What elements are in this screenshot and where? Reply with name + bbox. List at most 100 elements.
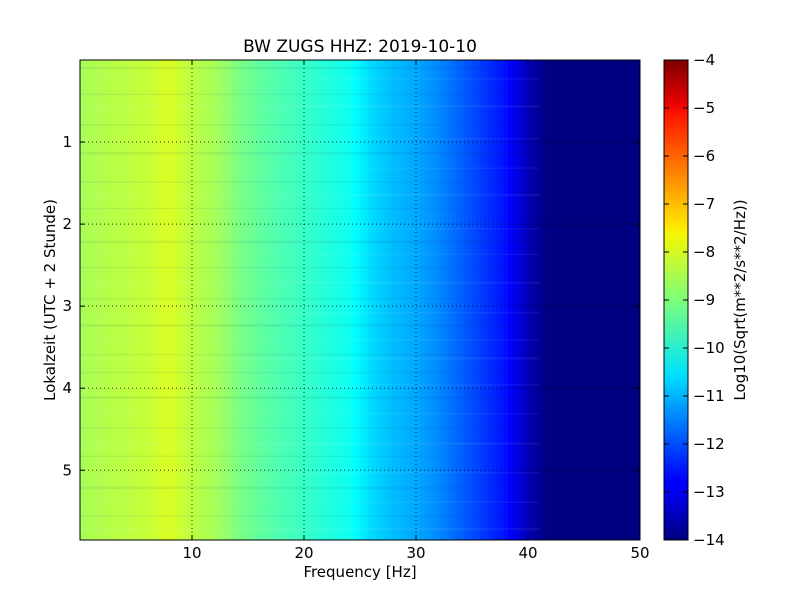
y-axis-label: Lokalzeit (UTC + 2 Stunde) — [41, 199, 59, 401]
heatmap-column — [552, 60, 557, 540]
x-tick-label: 50 — [630, 544, 649, 562]
colorbar-tick-label: −12 — [693, 435, 725, 453]
heatmap-column — [356, 60, 361, 540]
heatmap-column — [436, 60, 441, 540]
heatmap-column — [184, 60, 189, 540]
y-axis: 1 2 3 4 5 — [62, 133, 640, 479]
colorbar-tick-label: −5 — [693, 99, 715, 117]
heatmap-column — [188, 60, 193, 540]
heatmap-column — [112, 60, 117, 540]
x-tick-label: 10 — [182, 544, 201, 562]
heatmap-column — [192, 60, 197, 540]
heatmap-column — [200, 60, 205, 540]
heatmap-column — [524, 60, 529, 540]
heatmap-column — [340, 60, 345, 540]
heatmap-column — [468, 60, 473, 540]
heatmap-column — [268, 60, 273, 540]
heatmap-column — [116, 60, 121, 540]
heatmap-column — [96, 60, 101, 540]
heatmap-column — [456, 60, 461, 540]
heatmap-column — [232, 60, 237, 540]
heatmap-column — [172, 60, 177, 540]
heatmap-column — [212, 60, 217, 540]
heatmap-band — [80, 442, 540, 445]
colorbar-tick-label: −9 — [693, 291, 715, 309]
heatmap-band — [80, 471, 540, 474]
y-tick-label: 5 — [62, 461, 72, 479]
heatmap-column — [152, 60, 157, 540]
heatmap-column — [500, 60, 505, 540]
heatmap-column — [248, 60, 253, 540]
heatmap-column — [304, 60, 309, 540]
colorbar-tick-label: −13 — [693, 483, 725, 501]
heatmap-column — [160, 60, 165, 540]
x-axis-label: Frequency [Hz] — [303, 563, 416, 581]
heatmap-column — [336, 60, 341, 540]
heatmap-column — [388, 60, 393, 540]
heatmap-column — [588, 60, 593, 540]
heatmap-column — [380, 60, 385, 540]
x-tick-label: 40 — [518, 544, 537, 562]
y-tick-label: 4 — [62, 379, 72, 397]
heatmap-column — [492, 60, 497, 540]
colorbar-tick-label: −6 — [693, 147, 715, 165]
plot-frame — [79, 59, 641, 541]
heatmap-column — [428, 60, 433, 540]
heatmap-band — [80, 297, 540, 300]
heatmap-column — [316, 60, 321, 540]
heatmap-column — [628, 60, 633, 540]
heatmap-column — [220, 60, 225, 540]
heatmap-column — [452, 60, 457, 540]
heatmap-column — [136, 60, 141, 540]
heatmap-band — [80, 93, 540, 96]
colorbar-tick-label: −14 — [693, 531, 725, 549]
heatmap-column — [196, 60, 201, 540]
heatmap-column — [532, 60, 537, 540]
heatmap-column — [84, 60, 89, 540]
heatmap-band — [80, 338, 540, 341]
colorbar-tick-label: −4 — [693, 51, 715, 69]
heatmap-column — [364, 60, 369, 540]
heatmap-column — [620, 60, 625, 540]
heatmap-column — [256, 60, 261, 540]
heatmap-column — [400, 60, 405, 540]
heatmap-column — [368, 60, 373, 540]
heatmap-column — [296, 60, 301, 540]
heatmap-column — [108, 60, 113, 540]
heatmap-column — [600, 60, 605, 540]
heatmap-band — [80, 105, 540, 108]
heatmap-column — [92, 60, 97, 540]
heatmap-column — [384, 60, 389, 540]
heatmap-column — [328, 60, 333, 540]
heatmap-column — [416, 60, 421, 540]
heatmap-column — [228, 60, 233, 540]
heatmap-band — [80, 66, 540, 70]
chart-title: BW ZUGS HHZ: 2019-10-10 — [243, 37, 477, 57]
heatmap-column — [288, 60, 293, 540]
heatmap-column — [460, 60, 465, 540]
heatmap-column — [508, 60, 513, 540]
heatmap-column — [520, 60, 525, 540]
heatmap-column — [352, 60, 357, 540]
colorbar-label: Log10(Sqrt(m**2/s**2/Hz)) — [731, 199, 749, 400]
heatmap-column — [284, 60, 289, 540]
heatmap-column — [448, 60, 453, 540]
y-tick-label: 3 — [62, 297, 72, 315]
y-tick-label: 2 — [62, 215, 72, 233]
heatmap-column — [180, 60, 185, 540]
heatmap-column — [396, 60, 401, 540]
colorbar-axis: −4 −5 −6 −7 −8 −9 −10 −11 −12 −13 −14 — [664, 51, 725, 549]
heatmap-column — [612, 60, 617, 540]
heatmap-column — [312, 60, 317, 540]
heatmap-column — [584, 60, 589, 540]
heatmap-column — [632, 60, 637, 540]
heatmap-column — [536, 60, 541, 540]
heatmap-band — [80, 240, 540, 244]
heatmap-band — [80, 311, 540, 314]
heatmap-column — [260, 60, 265, 540]
heatmap-column — [564, 60, 569, 540]
heatmap-band — [80, 353, 540, 356]
heatmap-column — [528, 60, 533, 540]
heatmap-column — [244, 60, 249, 540]
